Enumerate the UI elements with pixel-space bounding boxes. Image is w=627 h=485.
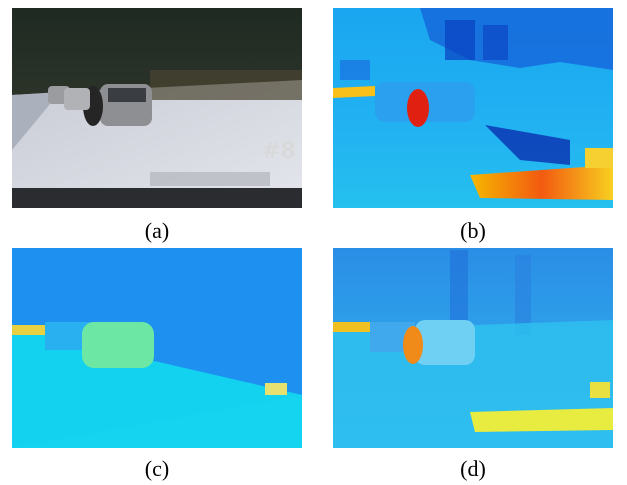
panel-d-image — [333, 248, 613, 448]
figure: #8 (a) (b) (c) — [0, 0, 627, 485]
panel-c-image — [12, 248, 302, 448]
panel-b-image — [333, 8, 613, 208]
caption: (a) — [145, 218, 169, 243]
figure-canvas: #8 (a) (b) (c) — [0, 0, 627, 485]
caption: (c) — [145, 456, 169, 481]
caption: (d) — [460, 456, 486, 481]
watermark: #8 — [262, 139, 296, 164]
caption: (b) — [460, 218, 486, 243]
panel-a-image: #8 — [12, 8, 302, 208]
